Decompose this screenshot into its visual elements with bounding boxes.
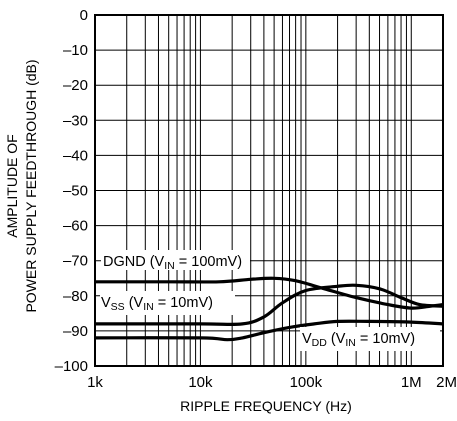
- plot-border: [94, 14, 444, 367]
- x-tick-label: 2M: [436, 374, 457, 391]
- y-axis-label: POWER SUPPLY FEEDTHROUGH (dB): [23, 59, 39, 312]
- label-dgnd: DGND (VIN = 100mV): [101, 250, 250, 272]
- x-tick-label: 10k: [188, 374, 213, 391]
- series-lines: [94, 276, 444, 342]
- label-vss: VSS (VIN = 10mV): [100, 291, 235, 315]
- y-tick-label: –50: [63, 183, 88, 200]
- svg-text:VSS (VIN = 10mV): VSS (VIN = 10mV): [101, 295, 213, 313]
- x-tick-label: 1k: [87, 374, 103, 391]
- grid: [95, 15, 443, 366]
- x-tick-label: 1M: [401, 374, 422, 391]
- y-tick-label: –70: [63, 253, 88, 270]
- svg-text:VDD (VIN = 10mV): VDD (VIN = 10mV): [302, 331, 415, 349]
- series-line-1: [94, 283, 444, 327]
- series-line-0: [95, 276, 444, 310]
- x-tick-labels: 1k 10k 100k 1M 2M: [87, 374, 457, 391]
- y-axis-label: AMPLITUDE OF: [4, 134, 20, 237]
- svg-text:DGND (VIN = 100mV): DGND (VIN = 100mV): [103, 254, 242, 272]
- y-tick-labels: 0 –10 –20 –30 –40 –50 –60 –70 –80 –90 –100: [55, 7, 88, 375]
- y-tick-label: –100: [55, 358, 88, 375]
- y-tick-label: –20: [63, 77, 88, 94]
- y-tick-label: –40: [63, 147, 88, 164]
- y-axis-label-line-2: POWER SUPPLY FEEDTHROUGH (dB): [23, 59, 39, 312]
- y-tick-label: –90: [63, 323, 88, 340]
- y-tick-label: –30: [63, 112, 88, 129]
- y-tick-label: –80: [63, 288, 88, 305]
- plot-frame: [94, 14, 444, 367]
- series-line-2: [94, 319, 444, 342]
- x-tick-label: 100k: [290, 374, 323, 391]
- y-axis-label-line-1: AMPLITUDE OF: [4, 134, 20, 237]
- y-tick-label: –10: [63, 42, 88, 59]
- label-vdd: VDD (VIN = 10mV): [300, 327, 440, 351]
- y-tick-label: 0: [80, 7, 88, 24]
- y-tick-label: –60: [63, 218, 88, 235]
- x-axis-label: RIPPLE FREQUENCY (Hz): [180, 398, 352, 414]
